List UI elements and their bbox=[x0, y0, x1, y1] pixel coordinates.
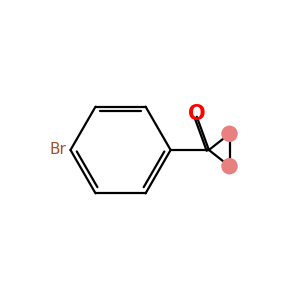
Text: O: O bbox=[188, 104, 206, 124]
Circle shape bbox=[221, 126, 238, 142]
Circle shape bbox=[221, 158, 238, 174]
Text: Br: Br bbox=[49, 142, 66, 158]
